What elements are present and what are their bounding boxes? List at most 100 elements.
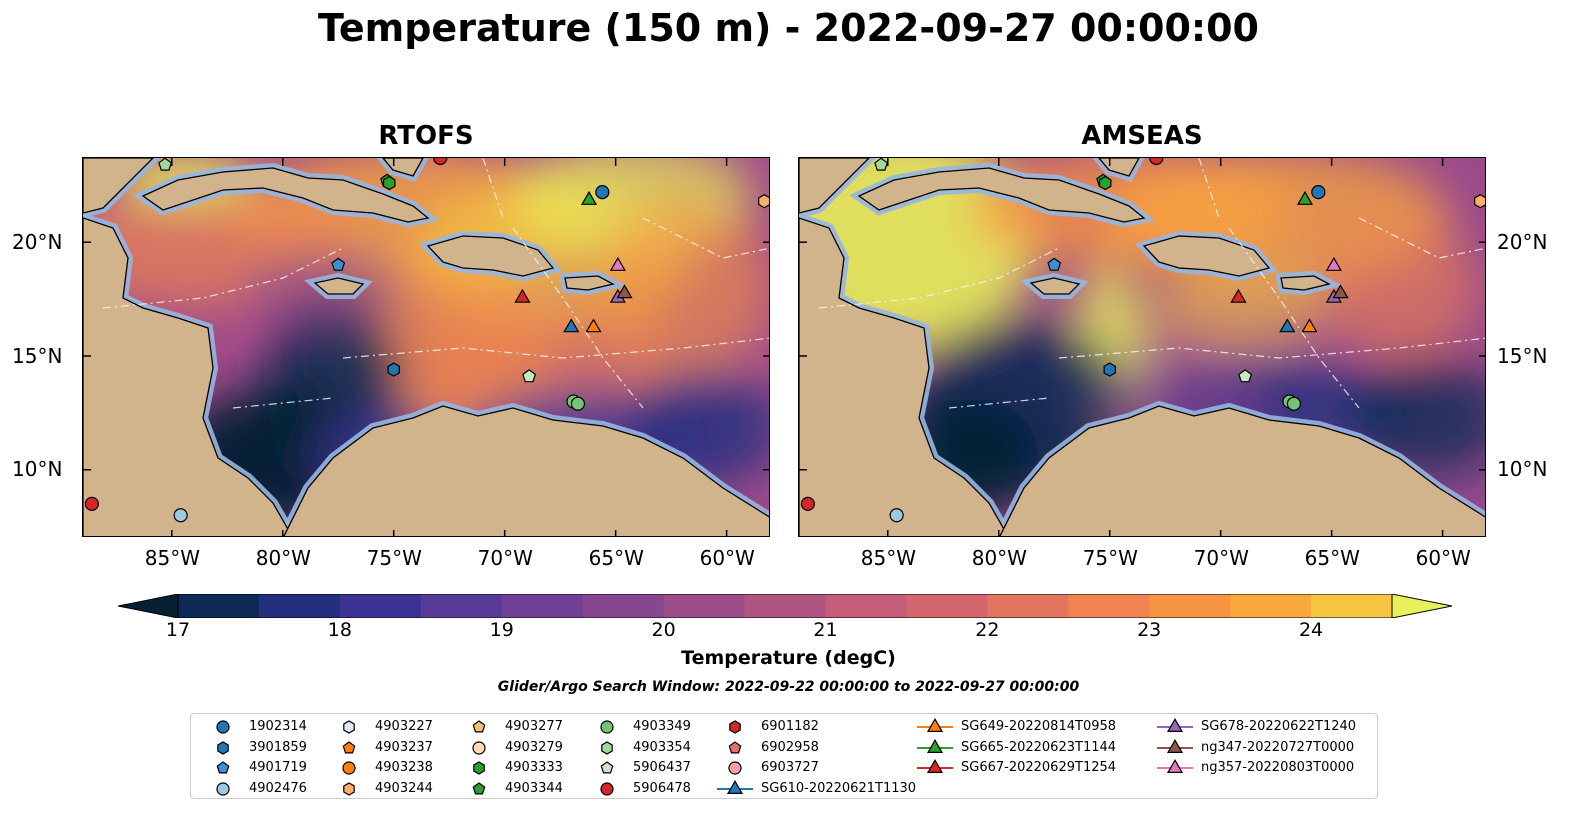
legend-label: 4903238 xyxy=(375,760,433,775)
south-america-land xyxy=(999,405,1485,536)
search-window-text: Glider/Argo Search Window: 2022-09-22 00… xyxy=(497,679,1080,695)
platform-marker xyxy=(173,508,188,523)
colorbar-tick-label: 17 xyxy=(165,619,191,641)
legend-label: 4903277 xyxy=(505,719,563,734)
legend: 1902314 3901859 4901719 4902476 4903227 49032… xyxy=(190,713,1378,799)
legend-marker xyxy=(600,781,614,796)
colorbar-segment xyxy=(1230,594,1312,618)
colorbar-segment xyxy=(1311,594,1393,618)
legend-label: 4903227 xyxy=(375,719,433,734)
legend-marker xyxy=(216,720,230,734)
yucatan-land xyxy=(83,158,154,214)
colorbar-segment xyxy=(501,594,584,618)
legend-label: SG667-20220629T1254 xyxy=(961,760,1117,775)
legend-marker xyxy=(926,738,944,753)
colorbar-min-arrow xyxy=(118,594,179,618)
platform-marker xyxy=(1238,369,1253,383)
legend-label: ng347-20220727T0000 xyxy=(1201,739,1355,755)
legend-marker xyxy=(600,761,614,774)
lon-tick-label: 85°W xyxy=(860,546,916,570)
colorbar-segment xyxy=(258,594,341,618)
platform-marker xyxy=(1311,185,1326,200)
platform-marker xyxy=(84,496,99,511)
platform-marker xyxy=(1332,284,1349,299)
platform-marker xyxy=(570,396,586,411)
legend-label: 4903244 xyxy=(375,780,433,796)
colorbar xyxy=(118,594,1452,618)
legend-label: 6903727 xyxy=(761,760,819,775)
legend-marker xyxy=(601,740,613,755)
colorbar-label: Temperature (degC) xyxy=(681,647,896,669)
platform-marker xyxy=(387,362,400,377)
lon-tick-label: 70°W xyxy=(1193,546,1249,570)
legend-label: SG610-20220621T1130 xyxy=(761,780,917,796)
colorbar-segment xyxy=(339,594,422,618)
platform-marker xyxy=(758,194,769,209)
colorbar-segment xyxy=(825,594,907,618)
lat-tick-20-right: 20°N xyxy=(1497,230,1548,254)
platform-marker xyxy=(383,175,396,191)
legend-marker xyxy=(216,781,230,796)
lon-tick-label: 70°W xyxy=(477,546,533,570)
platform-marker xyxy=(609,256,626,271)
lon-tick-label: 80°W xyxy=(255,546,311,570)
platform-marker xyxy=(800,496,815,511)
platform-marker xyxy=(1325,256,1342,271)
hispaniola-land xyxy=(1142,235,1271,277)
lon-tick-label: 65°W xyxy=(588,546,644,570)
legend-marker xyxy=(926,717,944,732)
lat-tick-15-right: 15°N xyxy=(1497,344,1548,368)
lon-tick-label: 80°W xyxy=(971,546,1027,570)
platform-marker xyxy=(433,158,448,166)
central-america-land xyxy=(83,217,293,536)
legend-label: 4901719 xyxy=(249,760,307,775)
puerto-rico-land xyxy=(564,275,615,291)
colorbar-tick-label: 23 xyxy=(1137,619,1162,641)
cuba-land xyxy=(141,167,430,223)
legend-label: 6902958 xyxy=(761,739,819,755)
platform-marker xyxy=(563,318,580,333)
lon-tick-label: 85°W xyxy=(144,546,200,570)
legend-marker xyxy=(217,740,229,755)
legend-marker xyxy=(728,740,742,753)
colorbar-segment xyxy=(663,594,746,618)
colorbar-tick-label: 18 xyxy=(327,619,352,641)
puerto-rico-land xyxy=(1280,275,1331,291)
legend-marker xyxy=(342,740,356,753)
colorbar-segment xyxy=(420,594,503,618)
legend-label: 1902314 xyxy=(249,719,307,734)
panel-title-amseas: AMSEAS xyxy=(1081,121,1203,151)
legend-label: 4903344 xyxy=(505,780,563,796)
lon-tick-label: 60°W xyxy=(699,546,755,570)
legend-label: 5906437 xyxy=(633,760,691,775)
legend-marker xyxy=(343,720,355,734)
colorbar-segment xyxy=(1149,594,1231,618)
legend-marker xyxy=(472,720,486,733)
legend-label: 4903349 xyxy=(633,719,691,734)
legend-marker xyxy=(343,781,355,796)
platform-marker xyxy=(595,185,610,200)
legend-marker xyxy=(473,761,485,775)
rtofs-map xyxy=(82,157,770,537)
platform-marker xyxy=(1047,257,1062,271)
legend-marker xyxy=(472,740,486,755)
platform-marker xyxy=(585,318,602,333)
colorbar-tick-label: 19 xyxy=(489,619,514,641)
colorbar-segment xyxy=(987,594,1069,618)
panel-title-rtofs: RTOFS xyxy=(378,121,474,151)
colorbar-tick-label: 22 xyxy=(975,619,1000,641)
colorbar-segment xyxy=(906,594,988,618)
legend-marker xyxy=(1166,738,1184,753)
lat-tick-10-left: 10°N xyxy=(12,457,63,481)
platform-marker xyxy=(616,284,633,299)
legend-label: SG665-20220623T1144 xyxy=(961,739,1117,755)
lat-tick-20-left: 20°N xyxy=(12,230,63,254)
colorbar-tick-label: 20 xyxy=(651,619,676,641)
lat-tick-15-left: 15°N xyxy=(12,344,63,368)
legend-label: 4903237 xyxy=(375,739,433,755)
legend-label: SG649-20220814T0958 xyxy=(961,719,1117,734)
central-america-land xyxy=(799,217,1009,536)
legend-marker xyxy=(1166,758,1184,773)
legend-marker xyxy=(726,779,744,794)
platform-marker xyxy=(1099,175,1112,191)
